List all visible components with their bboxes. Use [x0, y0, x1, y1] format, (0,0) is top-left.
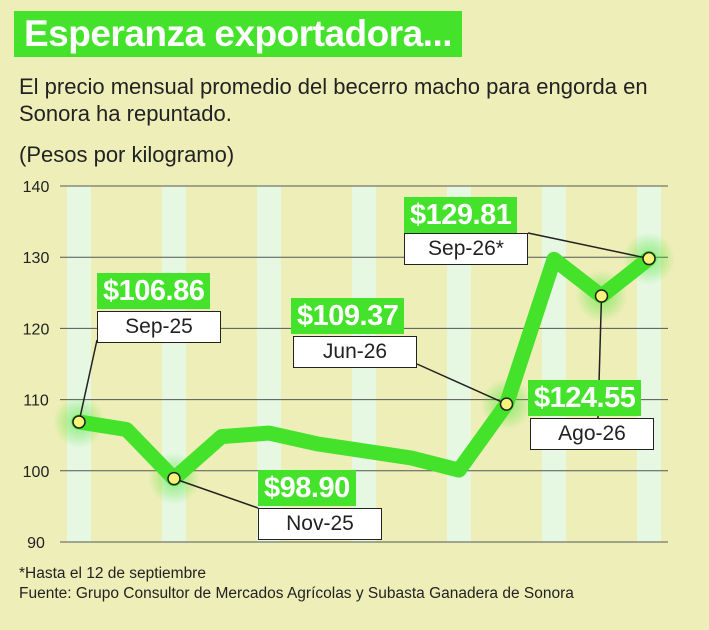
y-tick-label: 100 [23, 464, 50, 481]
data-point-marker [499, 397, 514, 411]
y-tick-label: 110 [23, 393, 49, 410]
y-tick-label: 90 [27, 535, 45, 552]
data-label-value: $98.90 [258, 470, 356, 506]
data-label-value: $124.55 [528, 380, 642, 416]
data-label-date: Jun-26 [293, 336, 417, 368]
data-point-marker [167, 471, 181, 486]
data-label-value: $109.37 [291, 298, 405, 334]
grid-band [67, 186, 91, 542]
source-note: Fuente: Grupo Consultor de Mercados Agrí… [19, 585, 574, 602]
leader-line [78, 339, 98, 423]
data-point-marker [594, 289, 609, 303]
data-point-marker [72, 415, 86, 429]
data-label-date: Nov-25 [258, 508, 382, 540]
data-label-date: Sep-26* [404, 233, 528, 265]
data-label-date: Ago-26 [530, 418, 654, 450]
units-label: (Pesos por kilogramo) [19, 142, 235, 167]
data-label-value: $129.81 [404, 197, 518, 233]
y-tick-label: 140 [23, 179, 50, 196]
chart-title: Esperanza exportadora... [14, 11, 463, 57]
leader-line [173, 477, 259, 509]
chart-footer: *Hasta el 12 de septiembre Fuente: Grupo… [19, 564, 574, 604]
leader-line [416, 363, 507, 405]
y-tick-label: 120 [23, 321, 50, 338]
leader-line [527, 232, 650, 260]
data-label-date: Sep-25 [97, 311, 221, 343]
grid-band [542, 186, 566, 542]
y-tick-label: 130 [23, 250, 50, 267]
data-label-value: $106.86 [97, 273, 211, 309]
chart-subtitle: El precio mensual promedio del becerro m… [19, 74, 648, 126]
data-point-marker [642, 251, 656, 266]
footnote: *Hasta el 12 de septiembre [19, 565, 206, 582]
